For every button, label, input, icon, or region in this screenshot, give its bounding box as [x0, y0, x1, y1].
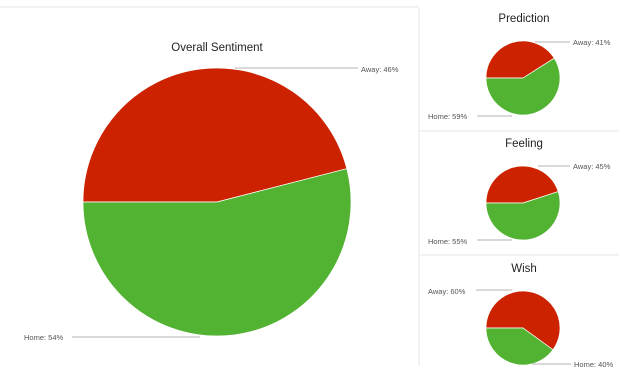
slice-label-wish-away: Away: 60%	[428, 287, 466, 296]
pie-slice-feeling-away	[485, 165, 559, 204]
chart-title-overall: Overall Sentiment	[171, 42, 263, 54]
pie-slice-prediction-home	[485, 57, 561, 116]
chart-title-wish: Wish	[511, 263, 537, 275]
slice-label-feeling-away: Away: 45%	[573, 162, 611, 171]
slice-label-feeling-home: Home: 55%	[428, 237, 468, 246]
pie-prediction: Away: 41% Home: 59%	[428, 38, 611, 121]
slice-label-prediction-away: Away: 41%	[573, 38, 611, 47]
slice-label-overall-home: Home: 54%	[24, 333, 64, 342]
pie-slice-overall-home	[82, 168, 352, 337]
slice-label-overall-away: Away: 46%	[361, 65, 399, 74]
slice-label-prediction-home: Home: 59%	[428, 112, 468, 121]
pie-slice-overall-away	[82, 67, 348, 203]
chart-title-prediction: Prediction	[498, 13, 549, 25]
pie-feeling: Away: 45% Home: 55%	[428, 162, 611, 246]
pie-slice-wish-home	[485, 327, 554, 366]
pie-slice-wish-away	[485, 290, 561, 351]
pie-slice-feeling-home	[485, 191, 561, 241]
slice-label-wish-home: Home: 40%	[574, 360, 614, 369]
pie-overall-sentiment: Away: 46% Home: 54%	[24, 65, 399, 342]
pie-wish: Away: 60% Home: 40%	[428, 287, 614, 369]
chart-title-feeling: Feeling	[505, 138, 543, 150]
